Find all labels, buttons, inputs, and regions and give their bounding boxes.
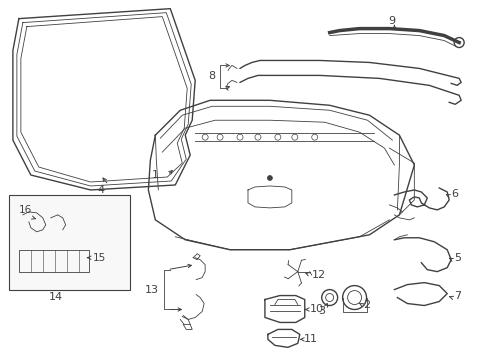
Text: 1: 1 xyxy=(151,170,158,180)
Text: 12: 12 xyxy=(311,270,325,280)
Text: 5: 5 xyxy=(453,253,460,263)
Text: 10: 10 xyxy=(309,305,323,315)
Text: 4: 4 xyxy=(97,185,104,195)
Text: 3: 3 xyxy=(318,306,325,316)
Text: 6: 6 xyxy=(450,189,457,199)
Text: 7: 7 xyxy=(453,291,460,301)
Text: 2: 2 xyxy=(363,300,370,310)
Text: 15: 15 xyxy=(92,253,105,263)
Text: 9: 9 xyxy=(387,15,394,26)
Text: 16: 16 xyxy=(19,205,32,215)
Text: 14: 14 xyxy=(49,292,62,302)
Circle shape xyxy=(267,176,272,180)
Bar xyxy=(9,195,130,289)
Text: 13: 13 xyxy=(144,284,158,294)
Text: 11: 11 xyxy=(303,334,317,345)
Bar xyxy=(19,250,88,272)
Text: 8: 8 xyxy=(208,71,215,81)
